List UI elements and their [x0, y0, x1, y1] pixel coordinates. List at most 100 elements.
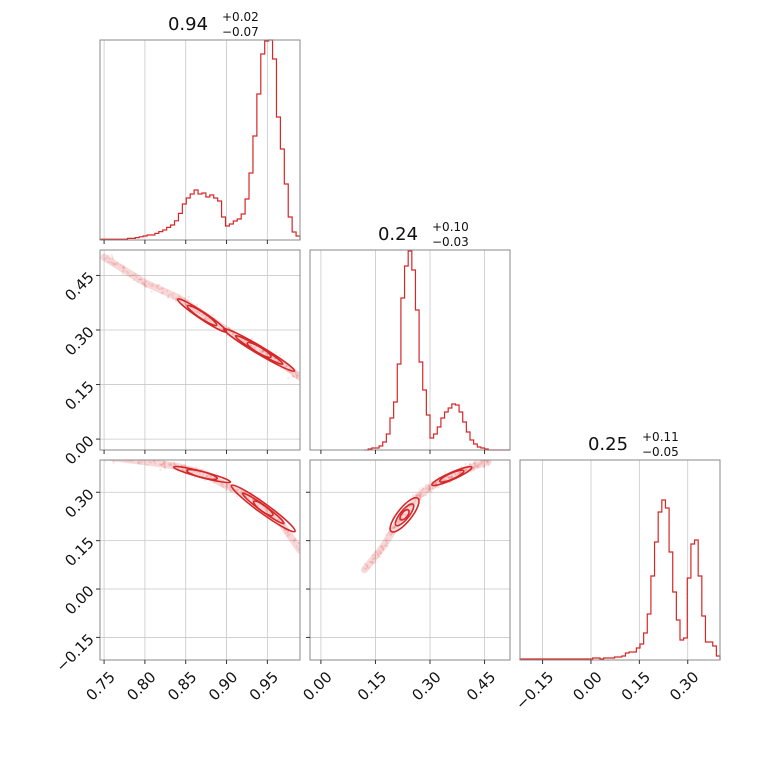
scatter-2-0-point [224, 489, 227, 492]
scatter-2-1-frame [309, 459, 511, 661]
scatter-2-1-point [434, 486, 437, 489]
scatter-1-0-point [261, 350, 264, 353]
scatter-1-0-point [122, 264, 125, 268]
scatter-2-0-xticklabel: 0.75 [82, 668, 118, 704]
scatter-2-1-point [381, 546, 384, 550]
scatter-1-0-point [296, 373, 299, 377]
hist-2-title-lower: −0.05 [642, 445, 679, 459]
scatter-2-1-point [474, 463, 477, 466]
hist-2-xticklabel: −0.15 [512, 668, 557, 713]
scatter-2-1-point [401, 513, 404, 517]
hist-0-title: 0.94 [168, 14, 208, 35]
scatter-2-0-point [273, 516, 277, 519]
scatter-1-0-point [138, 278, 142, 281]
scatter-1-0-point [260, 351, 264, 354]
scatter-2-1-point [376, 553, 380, 556]
scatter-1-0-point [144, 285, 147, 289]
scatter-2-1-point [434, 482, 437, 485]
scatter-2-0-point [103, 457, 105, 459]
scatter-1-0-point [177, 295, 181, 298]
scatter-2-0-point [163, 467, 167, 470]
scatter-2-0-point [112, 455, 114, 457]
scatter-1-0-point [166, 289, 169, 292]
scatter-2-0-point [295, 545, 298, 548]
scatter-2-0-point [117, 457, 119, 459]
scatter-2-1-point [393, 526, 396, 529]
scatter-2-1-point [419, 492, 422, 495]
scatter-1-0-point [143, 284, 146, 287]
scatter-2-1-point [393, 526, 397, 529]
scatter-1-0-point [122, 266, 125, 269]
scatter-1-0-point [242, 339, 246, 342]
scatter-1-0-point [158, 287, 161, 291]
scatter-2-1-point [381, 547, 385, 550]
scatter-1-0-point [185, 303, 188, 306]
scatter-2-0-point [206, 470, 209, 473]
scatter-1-0-point [227, 326, 230, 329]
scatter-1-0-point [179, 300, 182, 303]
scatter-2-1-point [448, 476, 451, 479]
scatter-2-0-point [198, 473, 201, 476]
scatter-2-1-point [482, 465, 486, 468]
hist-1-title-upper: +0.10 [432, 220, 469, 234]
scatter-2-1-point [385, 539, 388, 543]
scatter-2-0-point [162, 462, 165, 465]
scatter-2-1-point [474, 464, 477, 467]
scatter-1-0-point [151, 283, 154, 286]
scatter-2-1-point [384, 543, 388, 546]
scatter-2-0-point [293, 538, 297, 541]
scatter-1-0-point [167, 295, 170, 298]
scatter-2-1-point [379, 551, 382, 555]
scatter-2-1-point [397, 519, 400, 523]
scatter-2-1-point [480, 462, 483, 465]
scatter-1-0-point [145, 285, 148, 288]
scatter-2-1-point [417, 493, 420, 496]
scatter-1-0-contour [186, 304, 218, 327]
scatter-2-1-point [391, 532, 394, 535]
scatter-1-0-point [196, 310, 199, 313]
scatter-2-0-point [286, 530, 289, 533]
scatter-2-1-point [424, 487, 427, 490]
text-layer: 0.94 +0.02−0.070.24 +0.10−0.030.25 +0.11−0.… [52, 10, 702, 713]
scatter-2-0-point [121, 455, 123, 457]
scatter-2-1-point [419, 494, 422, 497]
scatter-1-0-point [194, 309, 197, 313]
scatter-2-1-point [387, 532, 390, 535]
scatter-1-0-point [179, 296, 182, 299]
scatter-1-0-point [147, 282, 151, 285]
scatter-1-0-point [221, 328, 224, 331]
scatter-1-0-point [175, 298, 178, 301]
scatter-2-1-point [476, 463, 480, 466]
scatter-2-1-point [371, 562, 374, 565]
scatter-2-0-yticklabel: 0.15 [61, 534, 97, 570]
scatter-2-0-contour [186, 468, 219, 481]
scatter-2-1-point [422, 494, 425, 497]
scatter-1-0-point [107, 254, 110, 257]
hist-2-title: 0.25 [588, 434, 628, 455]
scatter-1-0-point [296, 374, 299, 377]
scatter-1-0-point [121, 266, 124, 269]
scatter-2-0-point [202, 473, 205, 476]
scatter-2-0-xticklabel: 0.90 [205, 668, 241, 704]
scatter-2-1-point [450, 475, 453, 479]
scatter-2-1-point [393, 525, 396, 528]
scatter-2-0-point [195, 466, 198, 469]
scatter-2-1-point [448, 475, 451, 479]
hist-2-xticklabel: 0.30 [666, 668, 702, 704]
scatter-1-0-point [261, 349, 264, 353]
scatter-1-0-point [150, 284, 153, 287]
scatter-2-1-point [445, 478, 448, 481]
scatter-1-0-point [203, 317, 207, 321]
scatter-2-0-point [297, 548, 300, 551]
scatter-2-0-point [225, 483, 229, 486]
scatter-2-0-point [162, 462, 165, 465]
hist-0-title-upper: +0.02 [222, 10, 259, 24]
scatter-2-0-point [297, 541, 300, 544]
scatter-2-1-point [434, 481, 438, 484]
scatter-1-0-point [139, 278, 142, 281]
scatter-1-0-point [198, 312, 201, 315]
scatter-1-0-point [292, 375, 295, 378]
scatter-2-1-contour [389, 496, 420, 533]
hist-0-frame [99, 39, 301, 241]
